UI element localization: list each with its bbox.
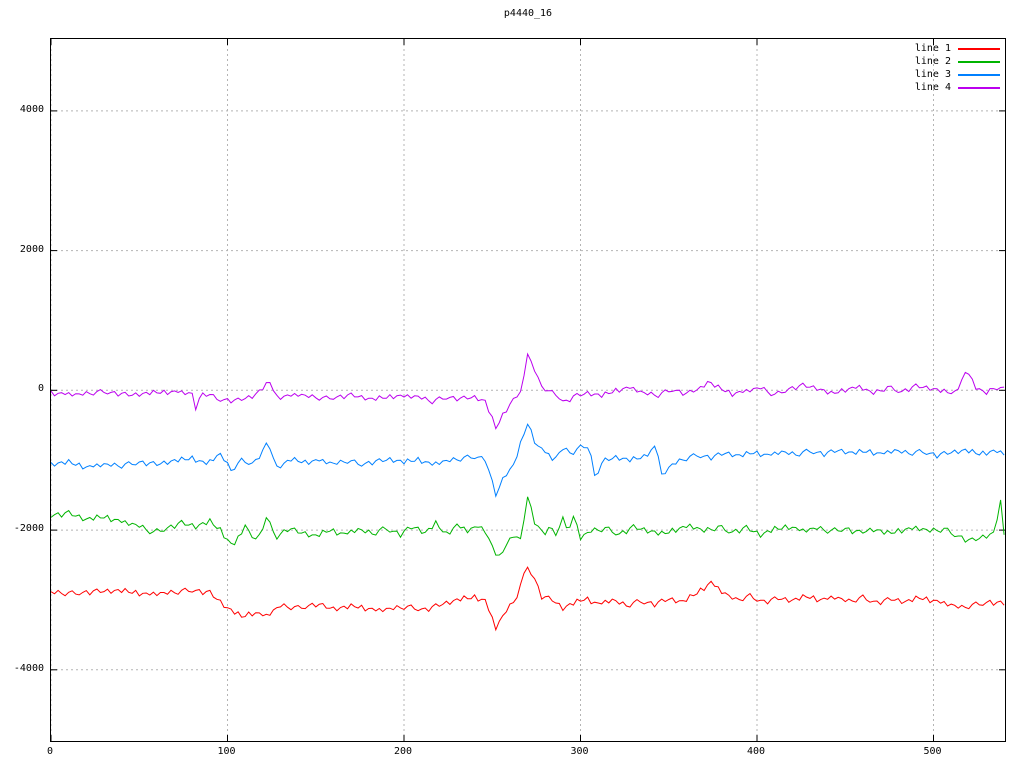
x-tick-label: 100 [217, 746, 236, 757]
x-tick-label: 0 [46, 746, 54, 757]
legend-label: line 2 [914, 56, 951, 67]
x-tick-label: 300 [570, 746, 589, 757]
x-tick-label: 200 [393, 746, 413, 757]
legend-label: line 4 [914, 82, 951, 93]
y-tick-label: -4000 [13, 662, 44, 674]
x-tick-label: 400 [746, 746, 766, 757]
y-tick-label: 0 [37, 383, 44, 395]
x-tick-label: 500 [923, 746, 942, 757]
series-line-1 [51, 566, 1005, 632]
legend-item: line 1 [915, 42, 1000, 55]
legend-line-swatch [958, 86, 1000, 89]
y-tick-label: 2000 [19, 243, 44, 255]
series-line-3 [51, 423, 1005, 498]
legend-line-swatch [958, 47, 1000, 50]
y-tick-label: 4000 [19, 103, 44, 115]
series-line-2 [51, 496, 1005, 556]
y-tick-label: -2000 [13, 523, 44, 535]
legend-line-swatch [958, 73, 1000, 76]
chart-title: p4440_16 [503, 8, 553, 19]
series-line-4 [51, 352, 1005, 430]
legend-label: line 1 [914, 43, 951, 54]
legend: line 1 line 2 line 3 line 4 [915, 42, 1000, 94]
x-axis-tick-labels: 0 100 200 300 400 500 [46, 746, 1006, 760]
legend-item: line 4 [915, 81, 1000, 94]
plot-canvas [51, 39, 1005, 741]
legend-item: line 2 [915, 55, 1000, 68]
legend-label: line 3 [914, 69, 951, 80]
legend-line-swatch [958, 60, 1000, 63]
legend-item: line 3 [915, 68, 1000, 81]
plot-area [50, 38, 1006, 742]
